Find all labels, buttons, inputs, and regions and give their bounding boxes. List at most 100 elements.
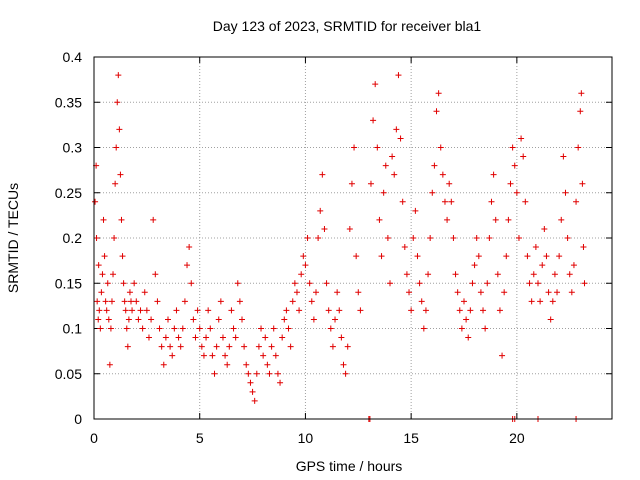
data-point <box>116 126 123 133</box>
data-point <box>416 280 423 287</box>
data-point <box>526 280 533 287</box>
data-point <box>262 334 269 341</box>
data-point <box>264 361 271 368</box>
data-point <box>549 298 556 305</box>
data-point <box>96 307 103 314</box>
data-point <box>184 262 191 269</box>
data-point <box>95 316 102 323</box>
data-point <box>344 343 351 350</box>
data-point <box>336 307 343 314</box>
data-point <box>439 171 446 178</box>
data-point <box>260 352 267 359</box>
data-point <box>165 316 171 323</box>
data-point <box>581 280 588 287</box>
data-point <box>450 235 457 241</box>
data-point <box>131 280 138 287</box>
data-points <box>92 72 588 422</box>
data-point <box>372 81 379 88</box>
data-point <box>418 298 425 305</box>
data-point <box>274 370 281 377</box>
data-point <box>139 325 146 332</box>
data-point <box>499 352 506 359</box>
data-point <box>247 379 254 386</box>
data-point <box>537 298 544 305</box>
data-point <box>135 316 142 323</box>
data-point <box>530 271 537 278</box>
data-point <box>562 189 569 196</box>
data-point <box>473 235 480 241</box>
data-point <box>154 298 161 305</box>
data-point <box>408 307 415 314</box>
data-point <box>429 189 436 196</box>
data-point <box>513 189 520 196</box>
data-point <box>300 253 307 260</box>
data-point <box>446 180 453 187</box>
y-tick-label: 0.35 <box>55 94 82 110</box>
data-point <box>230 325 237 332</box>
data-point <box>239 316 245 323</box>
data-point <box>376 216 383 223</box>
x-tick-label: 15 <box>403 430 419 446</box>
data-point <box>507 180 514 187</box>
data-point <box>488 198 495 205</box>
data-point <box>520 153 527 160</box>
data-point <box>518 135 525 142</box>
data-point <box>568 289 575 296</box>
data-point <box>100 216 107 223</box>
data-point <box>217 298 224 305</box>
data-point <box>287 343 294 350</box>
data-point <box>532 244 539 251</box>
data-point <box>114 99 121 106</box>
data-point <box>179 325 186 332</box>
data-point <box>181 298 188 305</box>
data-point <box>315 235 322 241</box>
data-point <box>389 153 396 160</box>
data-point <box>266 370 273 377</box>
data-point <box>332 316 339 323</box>
data-point <box>578 90 585 97</box>
data-point <box>412 207 419 214</box>
data-point <box>171 325 178 332</box>
data-point <box>465 334 472 341</box>
data-point <box>471 262 478 269</box>
data-point <box>224 361 231 368</box>
data-point <box>484 280 491 287</box>
data-point <box>340 361 347 368</box>
data-point <box>477 289 484 296</box>
data-point <box>124 343 131 350</box>
data-point <box>198 343 205 350</box>
data-point <box>232 334 239 341</box>
data-point <box>427 235 434 241</box>
data-point <box>575 144 582 151</box>
data-point <box>289 298 296 305</box>
data-point <box>117 171 124 178</box>
data-point <box>573 198 580 205</box>
data-point <box>228 307 235 314</box>
data-point <box>391 171 398 178</box>
data-point <box>148 316 155 323</box>
data-point <box>528 298 535 305</box>
data-point <box>245 370 252 377</box>
data-point <box>558 216 565 223</box>
data-point <box>522 198 529 205</box>
data-point <box>370 117 377 124</box>
data-point <box>241 343 248 350</box>
data-point <box>325 307 332 314</box>
y-tick-label: 0.05 <box>55 366 82 382</box>
data-point <box>298 271 305 278</box>
data-point <box>126 289 133 296</box>
data-point <box>554 289 561 296</box>
data-point <box>268 343 275 350</box>
data-point <box>441 198 448 205</box>
x-tick-label: 20 <box>509 430 525 446</box>
data-point <box>580 244 587 251</box>
data-point <box>545 289 552 296</box>
axis-ticks: 0 0.05 0.1 0.15 0.2 0.25 0.3 0.35 0.4 0 5 10 15 20 <box>55 49 612 446</box>
y-axis-label: SRMTID / TECUs <box>5 183 21 293</box>
y-tick-label: 0.3 <box>63 140 83 156</box>
data-point <box>192 334 199 341</box>
data-point <box>323 280 330 287</box>
data-point <box>454 289 461 296</box>
data-point <box>401 244 408 251</box>
